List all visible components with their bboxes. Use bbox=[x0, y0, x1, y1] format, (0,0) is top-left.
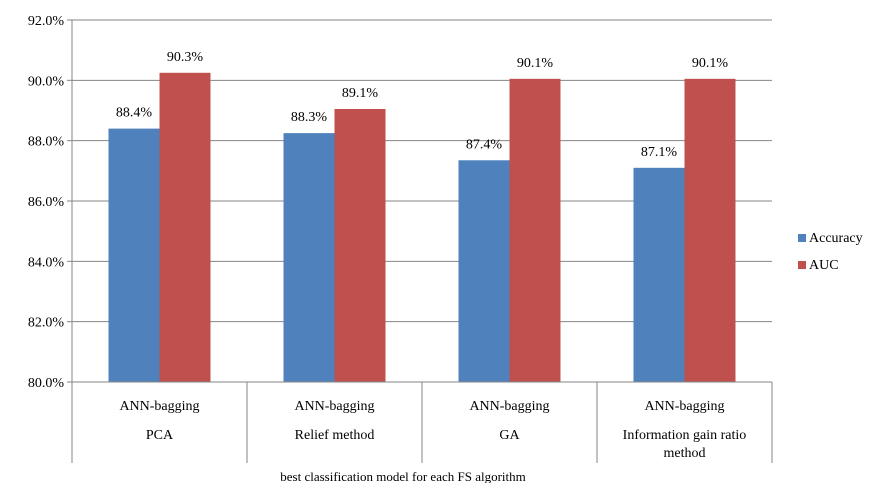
data-label-accuracy: 87.4% bbox=[466, 137, 503, 152]
bar-auc bbox=[159, 72, 211, 383]
legend-label-auc: AUC bbox=[809, 258, 839, 273]
data-label-accuracy: 87.1% bbox=[641, 145, 678, 160]
y-tick-label: 82.0% bbox=[28, 316, 65, 331]
category-label-model: ANN-bagging bbox=[294, 399, 374, 414]
data-label-auc: 90.3% bbox=[167, 50, 204, 65]
category-label-algorithm: PCA bbox=[146, 428, 174, 443]
legend-swatch-accuracy bbox=[798, 234, 806, 242]
legend: Accuracy AUC bbox=[798, 231, 863, 273]
legend-swatch-auc bbox=[798, 261, 806, 269]
data-label-auc: 90.1% bbox=[692, 56, 729, 71]
y-tick-label: 84.0% bbox=[28, 255, 65, 270]
bars bbox=[108, 72, 736, 383]
y-tick-label: 88.0% bbox=[28, 135, 65, 150]
axes: 80.0% 82.0% 84.0% 86.0% 88.0% 90.0% 92.0% ANN-b… bbox=[28, 14, 773, 463]
bar-auc bbox=[509, 78, 561, 382]
category-label-algorithm: GA bbox=[499, 428, 520, 443]
category-label-algorithm: Relief method bbox=[295, 428, 375, 443]
legend-label-accuracy: Accuracy bbox=[809, 231, 863, 246]
bar-auc bbox=[334, 108, 386, 382]
category-label-model: ANN-bagging bbox=[119, 399, 199, 414]
bar-accuracy bbox=[108, 128, 160, 382]
data-label-accuracy: 88.4% bbox=[116, 106, 153, 121]
y-tick-label: 86.0% bbox=[28, 195, 65, 210]
category-label-algorithm: Information gain ratio bbox=[623, 428, 747, 443]
category-label-model: ANN-bagging bbox=[644, 399, 724, 414]
bar-accuracy bbox=[633, 167, 685, 382]
data-label-auc: 89.1% bbox=[342, 86, 379, 101]
category-label-algorithm: method bbox=[664, 446, 706, 461]
y-tick-label: 90.0% bbox=[28, 74, 65, 89]
y-tick-label: 80.0% bbox=[28, 376, 65, 391]
data-label-accuracy: 88.3% bbox=[291, 110, 328, 125]
data-label-auc: 90.1% bbox=[517, 56, 554, 71]
y-tick-label: 92.0% bbox=[28, 14, 65, 29]
bar-accuracy bbox=[283, 133, 335, 382]
bar-auc bbox=[684, 78, 736, 382]
data-labels: 88.4% 90.3% 88.3% 89.1% 87.4% 90.1% 87.1% 90.1% bbox=[116, 50, 729, 160]
category-label-model: ANN-bagging bbox=[469, 399, 549, 414]
bar-accuracy bbox=[458, 160, 510, 382]
x-axis-title: best classification model for each FS al… bbox=[280, 469, 526, 483]
